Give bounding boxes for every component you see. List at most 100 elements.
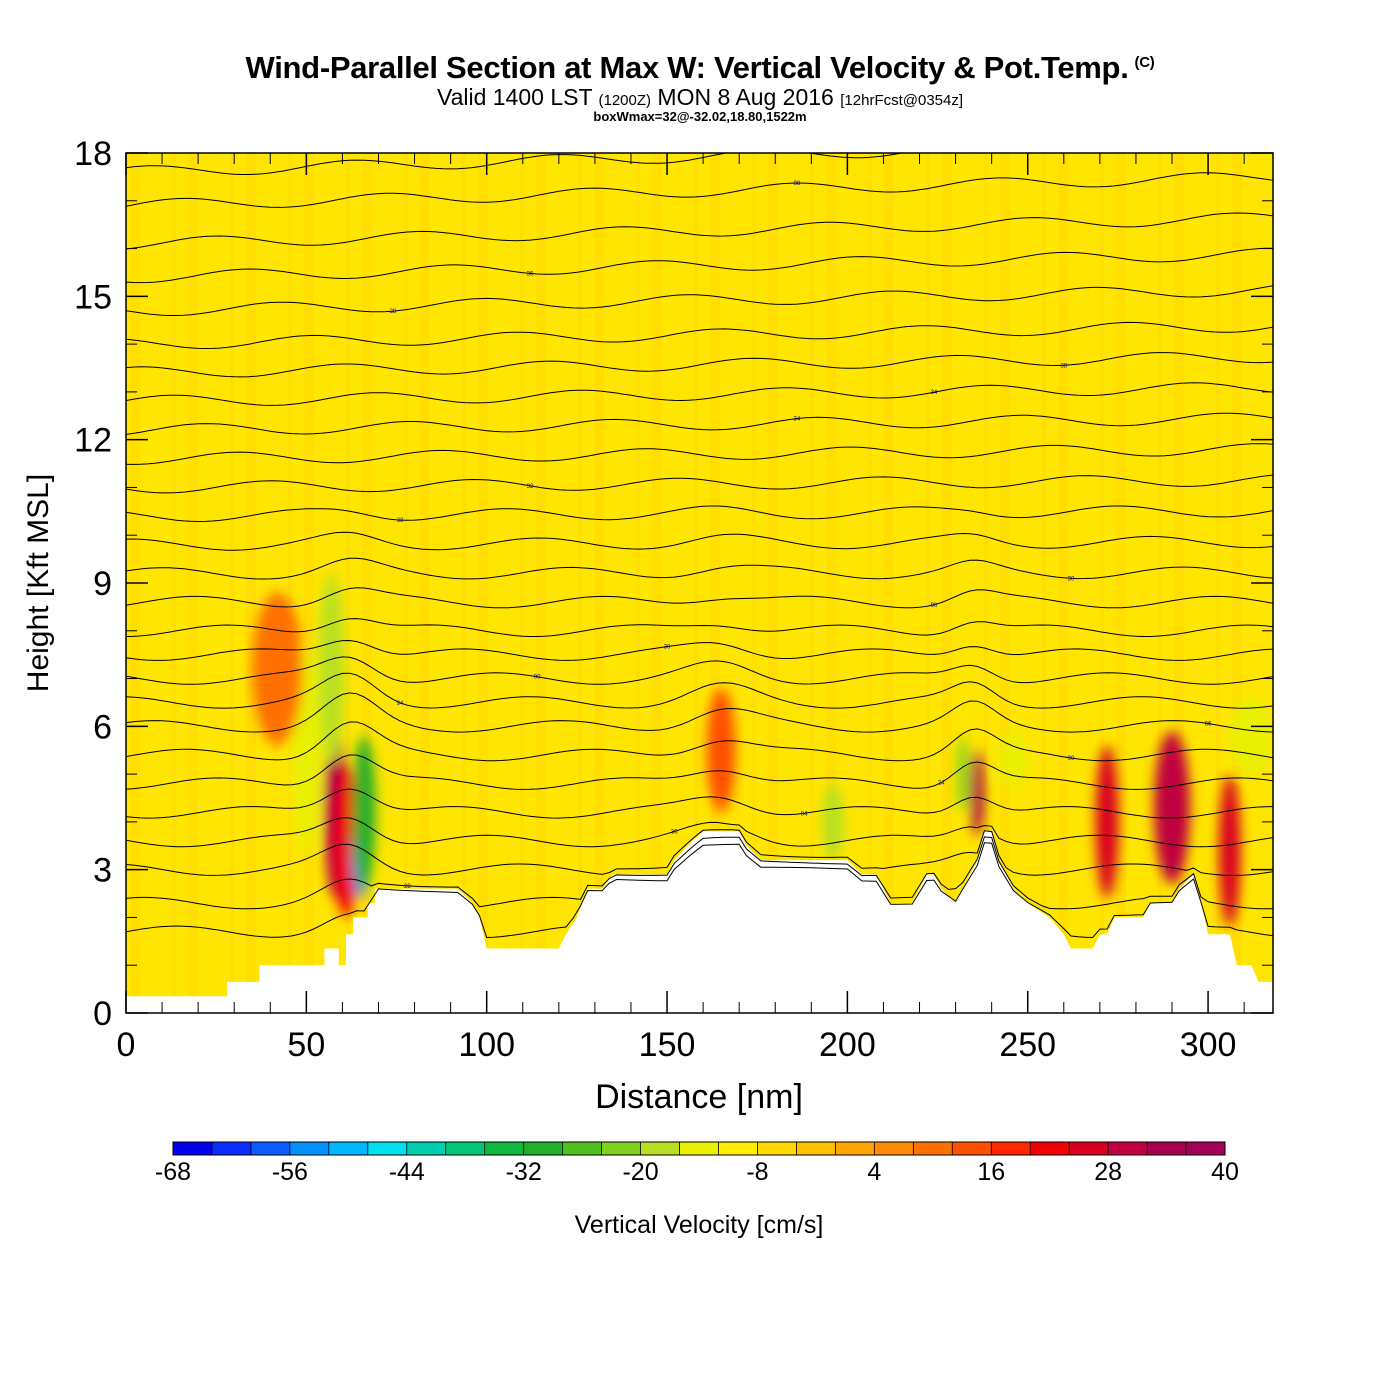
velocity-cell: [998, 731, 1028, 789]
colorbar-swatch: [874, 1142, 914, 1155]
contour-label: 32: [527, 484, 534, 490]
chart-title: Wind-Parallel Section at Max W: Vertical…: [0, 50, 1400, 86]
theta-contour-line: [126, 587, 1273, 609]
contour-label: 36: [671, 830, 678, 836]
contour-label: 38: [397, 518, 404, 524]
colorbar-swatch: [601, 1142, 641, 1155]
contour-label: 34: [794, 417, 801, 423]
colorbar-swatch: [796, 1142, 836, 1155]
theta-contour-line: [126, 153, 905, 175]
colorbar-swatch: [718, 1142, 758, 1155]
y-tick-label: 15: [74, 278, 112, 316]
theta-contour-line: [126, 172, 1273, 208]
velocity-cell: [970, 750, 984, 837]
velocity-cell: [352, 735, 376, 889]
colorbar-swatch: [562, 1142, 602, 1155]
contour-label: 36: [527, 271, 534, 277]
contour-label: 24: [938, 781, 945, 787]
colorbar-swatch: [523, 1142, 563, 1155]
theta-contour-line: [126, 212, 1273, 250]
box-info: boxWmax=32@-32.02,18.80,1522m: [593, 109, 807, 124]
velocity-cell: [1095, 745, 1119, 899]
theta-contour-line: [126, 443, 1273, 465]
colorbar-tick-label: 28: [1094, 1158, 1122, 1186]
contour-label: 30: [1068, 576, 1075, 582]
y-axis-label: Height [Kft MSL]: [22, 474, 55, 692]
colorbar-swatch: [952, 1142, 992, 1155]
colorbar-swatch: [406, 1142, 447, 1155]
colorbar-swatch: [913, 1142, 953, 1155]
colorbar-tick-label: -56: [272, 1158, 308, 1186]
colorbar-swatch: [1147, 1142, 1187, 1155]
contour-label: 38: [1060, 363, 1067, 369]
colorbar-swatch: [679, 1142, 719, 1155]
theta-contour-line: [126, 505, 1273, 523]
velocity-cell: [957, 735, 969, 813]
theta-contours: 28 36 84 24 90 66 94 00 30 90 30 38 32 34 34 38 28 36 98: [126, 153, 1273, 939]
velocity-cell: [252, 592, 303, 746]
colorbar-swatch: [757, 1142, 797, 1155]
colorbar-swatch: [367, 1142, 408, 1155]
colorbar-swatch: [445, 1142, 486, 1155]
colorbar: -68 -56 -44 -32 -20 -8 4 16 28 40: [155, 1141, 1239, 1186]
y-tick-label: 9: [93, 565, 112, 603]
y-tick-label: 3: [93, 852, 112, 890]
theta-contour-line: [126, 352, 1273, 378]
contour-label: 28: [390, 309, 397, 315]
y-tick-label: 12: [74, 422, 112, 460]
contour-label: 94: [397, 701, 404, 707]
y-tick-label: 0: [93, 995, 112, 1033]
theta-contour-line: [126, 247, 1273, 284]
contour-label: 98: [794, 181, 801, 187]
colorbar-swatch: [1186, 1142, 1226, 1155]
theta-contour-line: [126, 557, 1273, 580]
theta-contour-line: [126, 412, 1273, 435]
colorbar-swatch: [250, 1142, 291, 1155]
plot-area: 28 36 84 24 90 66 94 00 30 90 30 38 32 34 34 38 28 36 98: [125, 152, 1274, 1014]
x-tick-label: 0: [117, 1026, 136, 1064]
colorbar-swatch: [1108, 1142, 1148, 1155]
theta-contour-line: [126, 721, 1273, 762]
contour-label: 90: [931, 603, 938, 609]
contour-label: 30: [664, 645, 671, 651]
valid-prefix: Valid 1400 LST: [436, 84, 593, 110]
copyright-mark: (C): [1134, 53, 1155, 71]
y-tick-label: 18: [74, 135, 112, 173]
colorbar-swatch: [484, 1142, 524, 1155]
y-tick-label: 6: [93, 708, 112, 746]
valid-date: MON 8 Aug 2016: [657, 84, 834, 110]
colorbar-swatch: [991, 1142, 1031, 1155]
velocity-cell: [1218, 774, 1241, 927]
contour-label: 66: [1205, 722, 1212, 728]
x-axis-label: Distance [nm]: [595, 1078, 803, 1116]
theta-contour-line: [126, 817, 1273, 848]
colorbar-swatch: [289, 1142, 330, 1155]
theta-contour-line: [126, 656, 1273, 685]
x-tick-label: 50: [287, 1026, 325, 1064]
x-axis: 0 50 100 150 200 250 300: [117, 153, 1245, 1064]
theta-contour-line: [126, 672, 1273, 709]
valid-zulu: (1200Z): [598, 92, 652, 109]
x-tick-label: 100: [458, 1026, 515, 1064]
contour-label: 84: [801, 811, 808, 817]
contour-label: 90: [1068, 756, 1075, 762]
terrain-mask: [126, 831, 1273, 1013]
theta-contour-line: [126, 531, 1273, 551]
theta-contour-line: [126, 285, 1273, 316]
velocity-cell: [318, 573, 345, 765]
title-text: Wind-Parallel Section at Max W: Vertical…: [245, 50, 1129, 85]
theta-contour-line: [126, 754, 1273, 790]
colorbar-swatch: [173, 1142, 213, 1155]
colorbar-frame: [172, 1141, 1226, 1156]
velocity-features: [252, 573, 1273, 927]
theta-contour-line: [126, 836, 1273, 910]
contour-label: 00: [534, 675, 541, 681]
theta-contour-line: [126, 639, 1273, 661]
x-tick-label: 150: [639, 1026, 696, 1064]
colorbar-swatch: [1030, 1142, 1070, 1155]
contour-label: 28: [404, 884, 411, 890]
colorbar-tick-label: -32: [506, 1158, 542, 1186]
colorbar-swatch: [640, 1142, 680, 1155]
